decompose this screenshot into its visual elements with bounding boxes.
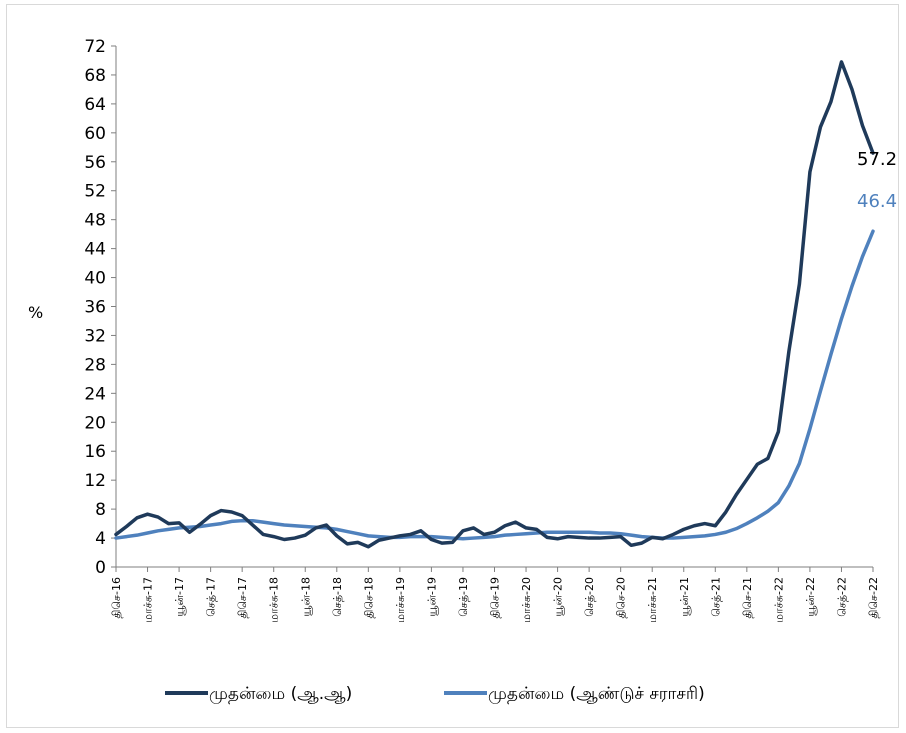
x-tick-label: திசெ-18 — [362, 577, 375, 619]
y-tick-label: 64 — [84, 95, 106, 115]
y-tick-label: 4 — [95, 529, 106, 549]
x-tick-label: திசெ-19 — [489, 577, 502, 619]
legend-label-annual-average: முதன்மை (ஆண்டுச் சராசரி) — [488, 684, 705, 704]
end-labels: 57.2 46.4 — [857, 149, 897, 212]
y-tick-label: 16 — [84, 442, 106, 462]
y-axis-label: % — [28, 303, 43, 322]
series-line-headline — [114, 60, 875, 549]
x-tick-label: மாச்சு-21 — [646, 577, 659, 623]
y-tick-label: 28 — [84, 355, 106, 375]
x-tick-label: திசெ-21 — [741, 577, 754, 619]
y-tick-label: 44 — [84, 240, 106, 260]
y-tick-label: 12 — [84, 471, 106, 491]
x-tick-label: செத்-18 — [331, 577, 344, 617]
y-tick-label: 60 — [84, 124, 106, 144]
x-tick-label: மாச்சு-19 — [394, 577, 407, 623]
x-tick-label: செத்-21 — [709, 577, 722, 617]
x-tick-label: திசெ-17 — [236, 577, 249, 619]
series-line-annual-average — [114, 229, 875, 541]
y-tick-label: 24 — [84, 384, 106, 404]
x-tick-label: யூன்-21 — [678, 577, 691, 617]
x-tick-label: யூன்-19 — [425, 577, 438, 617]
x-tick-label: மாச்சு-20 — [520, 577, 533, 623]
y-tick-label: 8 — [95, 500, 106, 520]
x-tick-label: மாச்சு-22 — [772, 577, 785, 623]
x-tick-label: யூன்-20 — [552, 577, 565, 617]
x-tick-label: யூன்-22 — [804, 577, 817, 617]
x-axis: திசெ-16 மாச்சு-17 யூன்-17 செத்-17 திசெ-17 மாச… — [110, 566, 880, 623]
x-tick-label: யூன்-18 — [299, 577, 312, 617]
legend-label-headline: முதன்மை (ஆ.ஆ) — [209, 684, 352, 704]
y-tick-label: 72 — [84, 37, 106, 57]
end-label-annual-average: 46.4 — [857, 191, 897, 212]
x-tick-label: செத்-19 — [457, 577, 470, 617]
y-tick-label: 40 — [84, 269, 106, 289]
y-tick-label: 36 — [84, 298, 106, 318]
x-tick-label: செத்-20 — [583, 577, 596, 617]
chart-frame — [6, 4, 899, 728]
legend: முதன்மை (ஆ.ஆ) முதன்மை (ஆண்டுச் சராசரி) — [165, 684, 705, 704]
x-tick-label: திசெ-20 — [615, 577, 628, 619]
series-lines — [114, 60, 875, 549]
y-tick-label: 52 — [84, 182, 106, 202]
y-tick-label: 68 — [84, 66, 106, 86]
y-tick-label: 48 — [84, 211, 106, 231]
x-tick-label: செத்-17 — [205, 577, 218, 617]
x-tick-label: மாச்சு-17 — [142, 577, 155, 623]
y-tick-label: 0 — [95, 558, 106, 578]
y-tick-label: 32 — [84, 326, 106, 346]
y-tick-label: 20 — [84, 413, 106, 433]
x-tick-label: செத்-22 — [835, 577, 848, 617]
x-tick-label: திசெ-16 — [110, 577, 123, 619]
y-tick-label: 56 — [84, 153, 106, 173]
x-tick-label: திசெ-22 — [867, 577, 880, 619]
x-tick-label: மாச்சு-18 — [268, 577, 281, 623]
x-tick-label: யூன்-17 — [173, 577, 186, 617]
end-label-headline: 57.2 — [857, 149, 897, 170]
